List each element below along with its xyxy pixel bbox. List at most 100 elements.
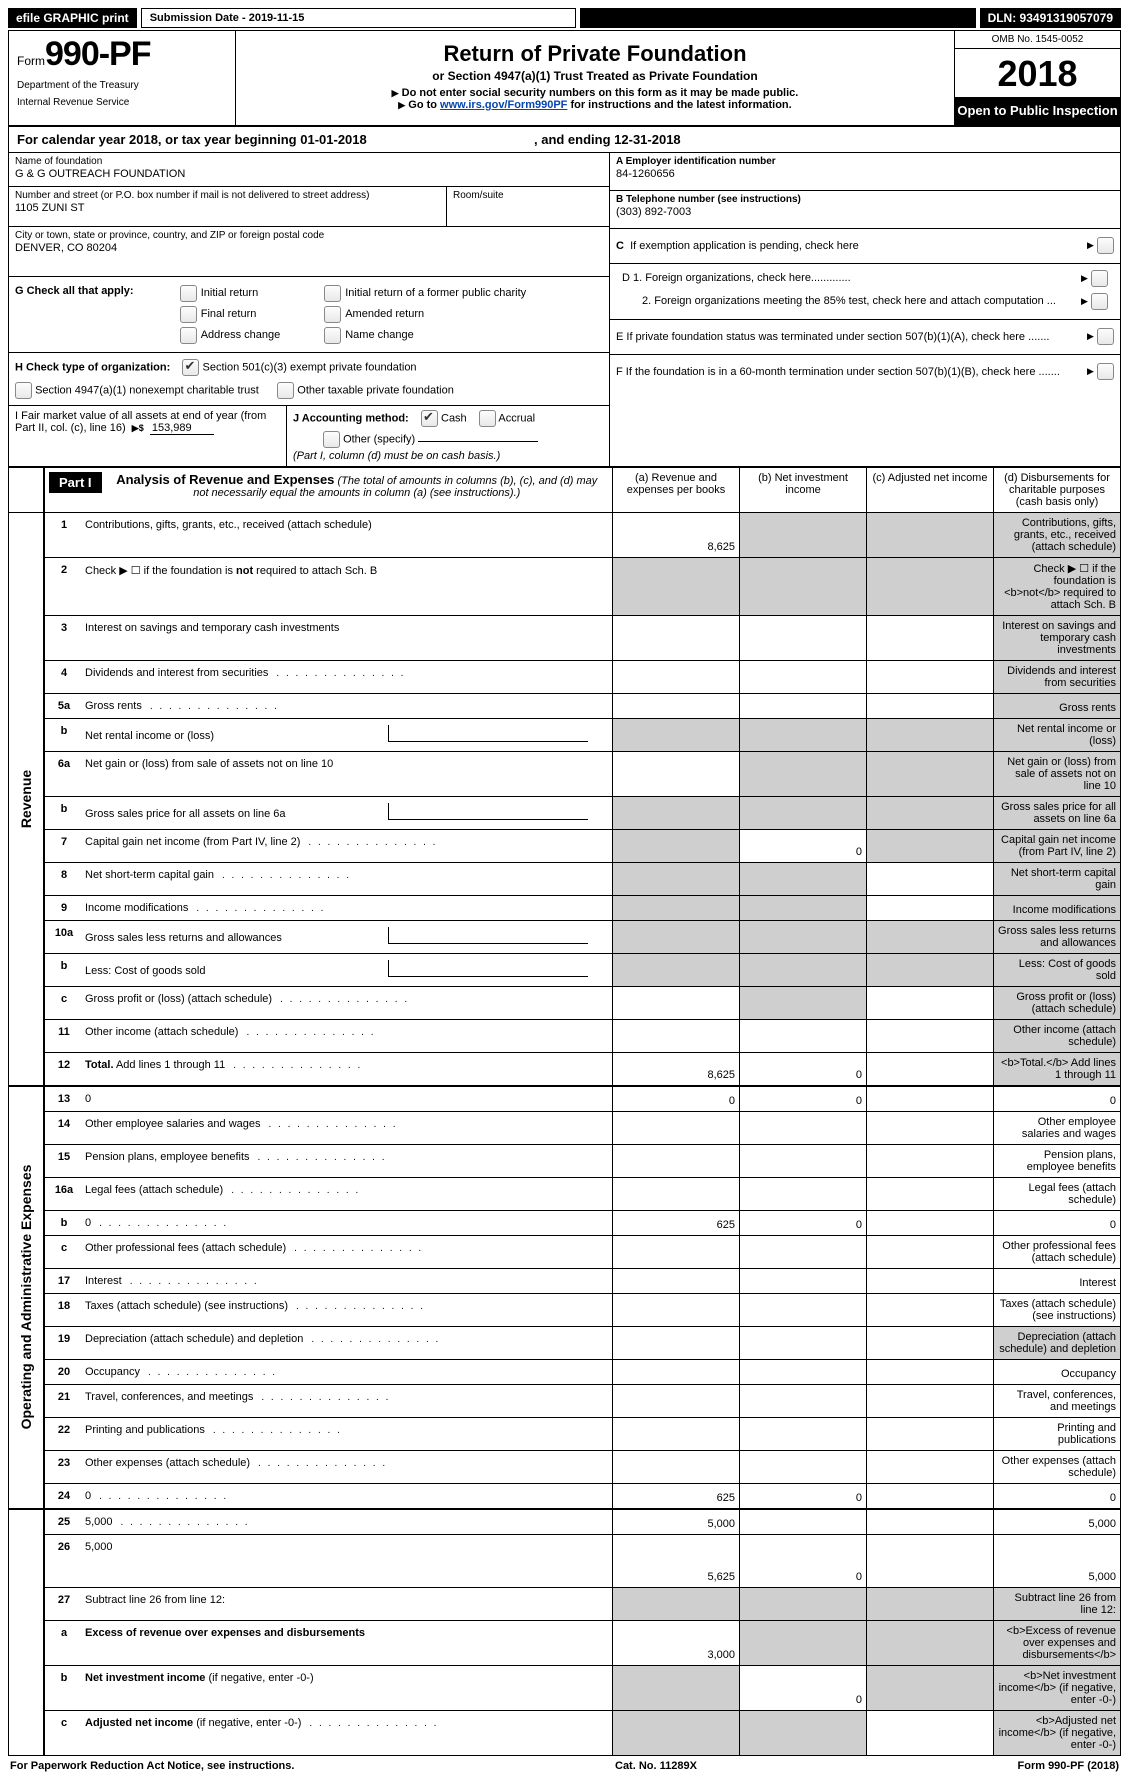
value-cell-b: [740, 1359, 867, 1384]
line-description: Gross sales price for all assets on line…: [83, 796, 613, 829]
header-right: OMB No. 1545-0052 2018 Open to Public In…: [954, 31, 1120, 125]
cal-prefix: For calendar year 2018, or tax year begi…: [17, 132, 300, 147]
line-description: Net gain or (loss) from sale of assets n…: [83, 751, 613, 796]
table-row: 5aGross rentsGross rents: [9, 693, 1121, 718]
line-number: 15: [44, 1144, 83, 1177]
g-option[interactable]: Initial return: [180, 285, 281, 302]
line-description: Pension plans, employee benefits: [83, 1144, 613, 1177]
line-number: 9: [44, 895, 83, 920]
value-cell-d: Pension plans, employee benefits: [994, 1144, 1121, 1177]
checkbox-icon[interactable]: [180, 306, 197, 323]
warn-ssn: Do not enter social security numbers on …: [402, 87, 799, 99]
street-label: Number and street (or P.O. box number if…: [15, 190, 440, 201]
d2-checkbox[interactable]: [1091, 293, 1108, 310]
line-number: 6a: [44, 751, 83, 796]
entity-left: Name of foundation G & G OUTREACH FOUNDA…: [9, 153, 609, 466]
line-description: Income modifications: [83, 895, 613, 920]
checkbox-icon[interactable]: [180, 285, 197, 302]
line-description: Net short-term capital gain: [83, 862, 613, 895]
table-row: 23Other expenses (attach schedule)Other …: [9, 1450, 1121, 1483]
checkbox-icon[interactable]: [324, 285, 341, 302]
line-number: 21: [44, 1384, 83, 1417]
value-cell-a: [613, 660, 740, 693]
h-501c3-checkbox[interactable]: [182, 359, 199, 376]
footer-left: For Paperwork Reduction Act Notice, see …: [10, 1760, 294, 1772]
value-cell-b: 0: [740, 1052, 867, 1086]
value-cell-b: [740, 512, 867, 557]
e-checkbox[interactable]: [1097, 328, 1114, 345]
line-number: a: [44, 1620, 83, 1665]
value-cell-b: [740, 1293, 867, 1326]
value-cell-b: [740, 1019, 867, 1052]
line-number: 24: [44, 1483, 83, 1509]
expenses-label: Operating and Administrative Expenses: [18, 1165, 34, 1430]
c-checkbox[interactable]: [1097, 237, 1114, 254]
line-description: Subtract line 26 from line 12:: [83, 1587, 613, 1620]
g-option[interactable]: Name change: [324, 327, 526, 344]
value-cell-b: [740, 1326, 867, 1359]
line-number: 22: [44, 1417, 83, 1450]
f-checkbox[interactable]: [1097, 363, 1114, 380]
table-row: 14Other employee salaries and wagesOther…: [9, 1111, 1121, 1144]
g-option[interactable]: Address change: [180, 327, 281, 344]
h-opt3: Other taxable private foundation: [297, 384, 454, 396]
value-cell-c: [867, 895, 994, 920]
line-number: b: [44, 718, 83, 751]
value-cell-d: Interest on savings and temporary cash i…: [994, 615, 1121, 660]
table-row: 17InterestInterest: [9, 1268, 1121, 1293]
irs-link[interactable]: www.irs.gov/Form990PF: [440, 99, 567, 111]
d2-label: 2. Foreign organizations meeting the 85%…: [622, 295, 1081, 307]
value-cell-d: Other employee salaries and wages: [994, 1111, 1121, 1144]
value-cell-d: Gross sales less returns and allowances: [994, 920, 1121, 953]
value-cell-d: Gross sales price for all assets on line…: [994, 796, 1121, 829]
blank-black: [580, 8, 976, 28]
line-description: Legal fees (attach schedule): [83, 1177, 613, 1210]
part1-title: Analysis of Revenue and Expenses: [116, 472, 334, 487]
value-cell-d: Gross profit or (loss) (attach schedule): [994, 986, 1121, 1019]
g-option[interactable]: Initial return of a former public charit…: [324, 285, 526, 302]
table-row: bGross sales price for all assets on lin…: [9, 796, 1121, 829]
j-accrual-checkbox[interactable]: [479, 410, 496, 427]
table-row: Revenue1Contributions, gifts, grants, et…: [9, 512, 1121, 557]
value-cell-c: [867, 953, 994, 986]
dept-irs: Internal Revenue Service: [17, 97, 227, 108]
f-label: F If the foundation is in a 60-month ter…: [616, 366, 1087, 378]
value-cell-b: 0: [740, 1210, 867, 1235]
line-number: 12: [44, 1052, 83, 1086]
table-row: 265,0005,62505,000: [9, 1534, 1121, 1587]
value-cell-a: [613, 796, 740, 829]
j-other-checkbox[interactable]: [323, 431, 340, 448]
table-row: 19Depreciation (attach schedule) and dep…: [9, 1326, 1121, 1359]
line-number: 23: [44, 1450, 83, 1483]
line-description: Printing and publications: [83, 1417, 613, 1450]
d1-checkbox[interactable]: [1091, 270, 1108, 287]
value-cell-b: [740, 557, 867, 615]
g-option[interactable]: Amended return: [324, 306, 526, 323]
h-other-checkbox[interactable]: [277, 382, 294, 399]
footer-mid: Cat. No. 11289X: [615, 1760, 697, 1772]
table-row: cAdjusted net income (if negative, enter…: [9, 1710, 1121, 1755]
b-label: B Telephone number (see instructions): [616, 194, 1114, 205]
value-cell-d: Other professional fees (attach schedule…: [994, 1235, 1121, 1268]
table-row: 21Travel, conferences, and meetingsTrave…: [9, 1384, 1121, 1417]
value-cell-a: [613, 986, 740, 1019]
value-cell-c: [867, 829, 994, 862]
checkbox-icon[interactable]: [324, 306, 341, 323]
table-row: aExcess of revenue over expenses and dis…: [9, 1620, 1121, 1665]
checkbox-icon[interactable]: [324, 327, 341, 344]
checkbox-icon[interactable]: [180, 327, 197, 344]
value-cell-c: [867, 1483, 994, 1509]
value-cell-d: Taxes (attach schedule) (see instruction…: [994, 1293, 1121, 1326]
g-option[interactable]: Final return: [180, 306, 281, 323]
line-number: 3: [44, 615, 83, 660]
value-cell-d: Net short-term capital gain: [994, 862, 1121, 895]
h-4947-checkbox[interactable]: [15, 382, 32, 399]
value-cell-c: [867, 693, 994, 718]
value-cell-a: [613, 1019, 740, 1052]
value-cell-c: [867, 1665, 994, 1710]
j-cash-checkbox[interactable]: [421, 410, 438, 427]
value-cell-a: [613, 953, 740, 986]
line-description: Contributions, gifts, grants, etc., rece…: [83, 512, 613, 557]
value-cell-b: [740, 1177, 867, 1210]
form-header: Form990-PF Department of the Treasury In…: [8, 30, 1121, 127]
